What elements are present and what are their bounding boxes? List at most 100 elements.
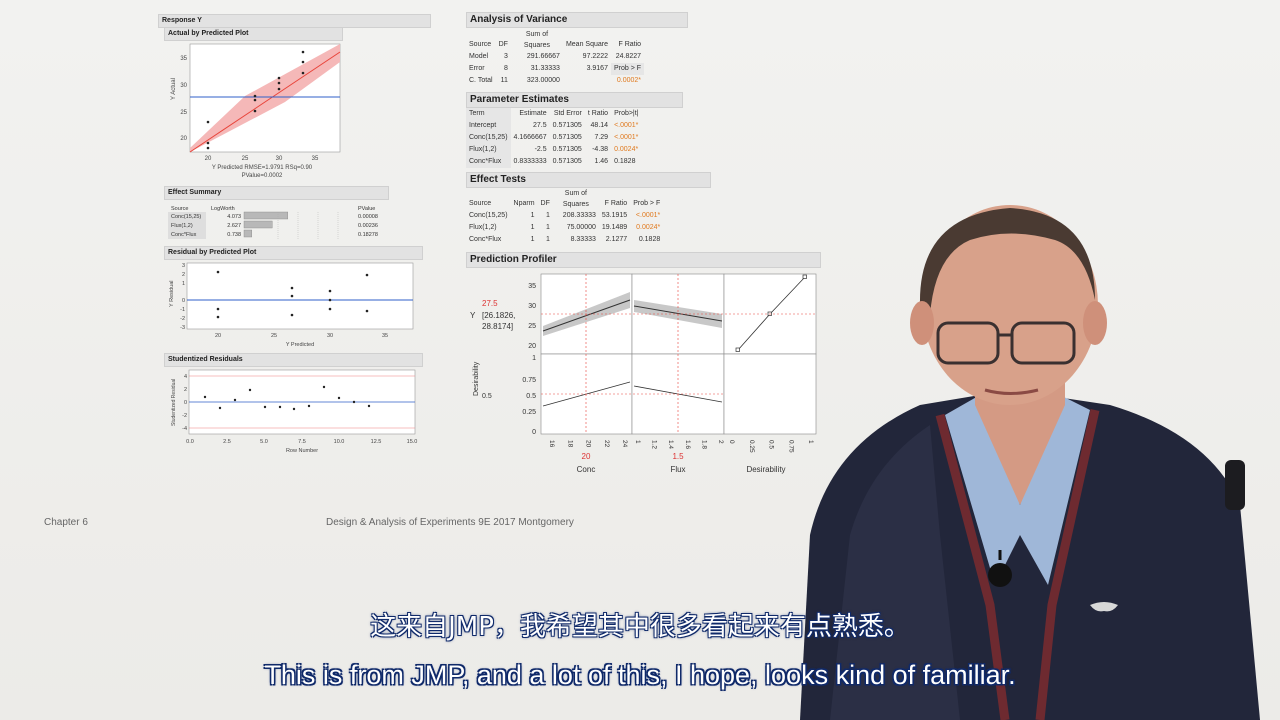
xtick: 30 (327, 333, 333, 339)
table-cell: 19.1489 (601, 224, 628, 231)
ytick: 30 (528, 303, 536, 310)
table-cell: C. Total (469, 77, 493, 84)
desirability-tick: 0.75 (787, 440, 794, 453)
table-cell: 3 (504, 53, 508, 60)
col-header: Prob > F (633, 200, 661, 207)
conc-current-value: 20 (582, 452, 591, 461)
table-cell: 1 (545, 236, 550, 243)
fit-line (189, 51, 341, 153)
profiler-y-value: 27.5 (482, 299, 498, 308)
table-row: Conc(15,25) 4.1666667 0.571305 7.29 <.0001* (466, 132, 642, 144)
es-header: LogWorth (211, 206, 235, 212)
ytick: 0 (184, 400, 187, 406)
flux-tick: 1.4 (667, 440, 674, 449)
table-cell: 323.00000 (526, 77, 560, 84)
table-cell: 75.00000 (566, 224, 596, 231)
ytick: 2 (184, 387, 187, 393)
table-cell: Flux(1,2) (466, 144, 511, 156)
table-cell: Conc(15,25) (466, 132, 511, 144)
studentized-title: Studentized Residuals (164, 353, 423, 367)
table-cell: <.0001* (614, 122, 639, 129)
col-header: Term (466, 108, 511, 120)
actual-plot-ylabel: Y Actual (171, 78, 177, 100)
desirability-tick: 0 (728, 440, 735, 444)
actual-plot-xlabel: Y Predicted RMSE=1.9791 RSq=0.90 (212, 165, 313, 171)
table-cell: 31.33333 (530, 65, 560, 72)
table-cell: 1 (530, 224, 535, 231)
table-cell: 4.1666667 (513, 134, 547, 141)
ytick: 1 (182, 281, 185, 287)
es-source: Flux(1,2) (171, 223, 193, 229)
flux-tick: 2 (717, 440, 724, 444)
effect-summary-title: Effect Summary (164, 186, 389, 200)
table-cell: 0.0024* (614, 146, 639, 153)
footer-book: Design & Analysis of Experiments 9E 2017… (326, 517, 574, 528)
residual-points (216, 270, 369, 319)
table-cell: 0.8333333 (513, 158, 547, 165)
col-header: F Ratio (604, 200, 628, 207)
table-cell: -2.5 (534, 146, 547, 153)
table-cell: 1 (530, 236, 535, 243)
table-row: Intercept 27.5 0.571305 48.14 <.0001* (466, 120, 642, 132)
xtick: 20 (205, 156, 212, 162)
col-header: Prob>|t| (614, 110, 639, 117)
es-bar (243, 220, 273, 229)
xtick: 20 (215, 333, 221, 339)
table-cell: Conc(15,25) (469, 212, 508, 219)
residual-plot-title: Residual by Predicted Plot (164, 246, 423, 260)
table-cell: 24.8227 (615, 53, 642, 60)
table-cell: 97.2222 (582, 53, 608, 60)
table-cell: 0.1828 (614, 158, 636, 165)
flux-current-value: 1.5 (672, 452, 684, 461)
desirability-tick: 1 (807, 440, 814, 444)
table-cell: 291.66667 (526, 53, 560, 60)
profiler-ci-high: 28.8174] (482, 322, 513, 331)
table-cell: 208.33333 (562, 212, 596, 219)
table-cell: 0.1828 (638, 236, 661, 243)
es-bar (243, 229, 253, 238)
table-cell: 1 (530, 212, 535, 219)
ytick: 30 (180, 83, 187, 89)
footer-chapter: Chapter 6 (44, 517, 88, 528)
table-row: Flux(1,2) 1 1 75.00000 19.1489 0.0024* (466, 222, 663, 234)
table-cell: 2.1277 (605, 236, 628, 243)
prediction-profiler: 27.5 Y [26.1826, 28.8174] 35 30 (470, 273, 817, 474)
profiler-y-label: Y (470, 311, 476, 320)
effect-summary-table: Source LogWorth PValue Conc(15,25) 4.073 0… (168, 206, 378, 239)
ytick: 35 (180, 56, 187, 62)
ytick: 25 (180, 110, 187, 116)
ytick: -2 (182, 413, 187, 419)
table-cell (563, 75, 611, 87)
desirability-tick: 0.5 (768, 440, 775, 449)
es-pvalue: 0.00236 (358, 223, 378, 229)
table-cell: 0.0002* (616, 77, 642, 84)
params-title: Parameter Estimates (466, 92, 683, 108)
xtick: 25 (242, 156, 249, 162)
xtick: 10.0 (334, 439, 345, 445)
studentized-ylabel: Studentized Residual (171, 379, 177, 426)
table-cell: 1 (545, 224, 550, 231)
effect-tests-table: Source Nparm DF Sum of Squares F Ratio P… (466, 188, 663, 246)
ytick: -2 (180, 316, 185, 322)
ytick: -3 (180, 325, 185, 331)
dtick: 0.75 (522, 377, 536, 384)
conc-tick: 16 (548, 440, 555, 448)
conc-xlabel: Conc (577, 465, 596, 474)
desirability-tick: 0.25 (748, 440, 755, 453)
es-source: Conc*Flux (171, 232, 197, 238)
profiler-ci-low: [26.1826, (482, 311, 515, 320)
residual-plot: Y Residual 3 2 1 0 -1 -2 -3 20 25 30 35 … (169, 262, 414, 348)
xtick: 2.5 (223, 439, 231, 445)
table-cell: Error (469, 65, 485, 72)
ytick: 4 (184, 374, 187, 380)
ytick: 25 (528, 323, 536, 330)
table-cell: 0.571305 (552, 146, 582, 153)
es-header: PValue (358, 206, 375, 212)
flux-trace (633, 305, 723, 322)
conc-tick: 20 (585, 440, 592, 448)
studentized-xlabel: Row Number (286, 448, 318, 454)
conc-tick: 24 (621, 440, 628, 448)
flux-xlabel: Flux (670, 465, 685, 474)
ytick: 20 (180, 136, 187, 142)
ytick: 0 (182, 298, 185, 304)
